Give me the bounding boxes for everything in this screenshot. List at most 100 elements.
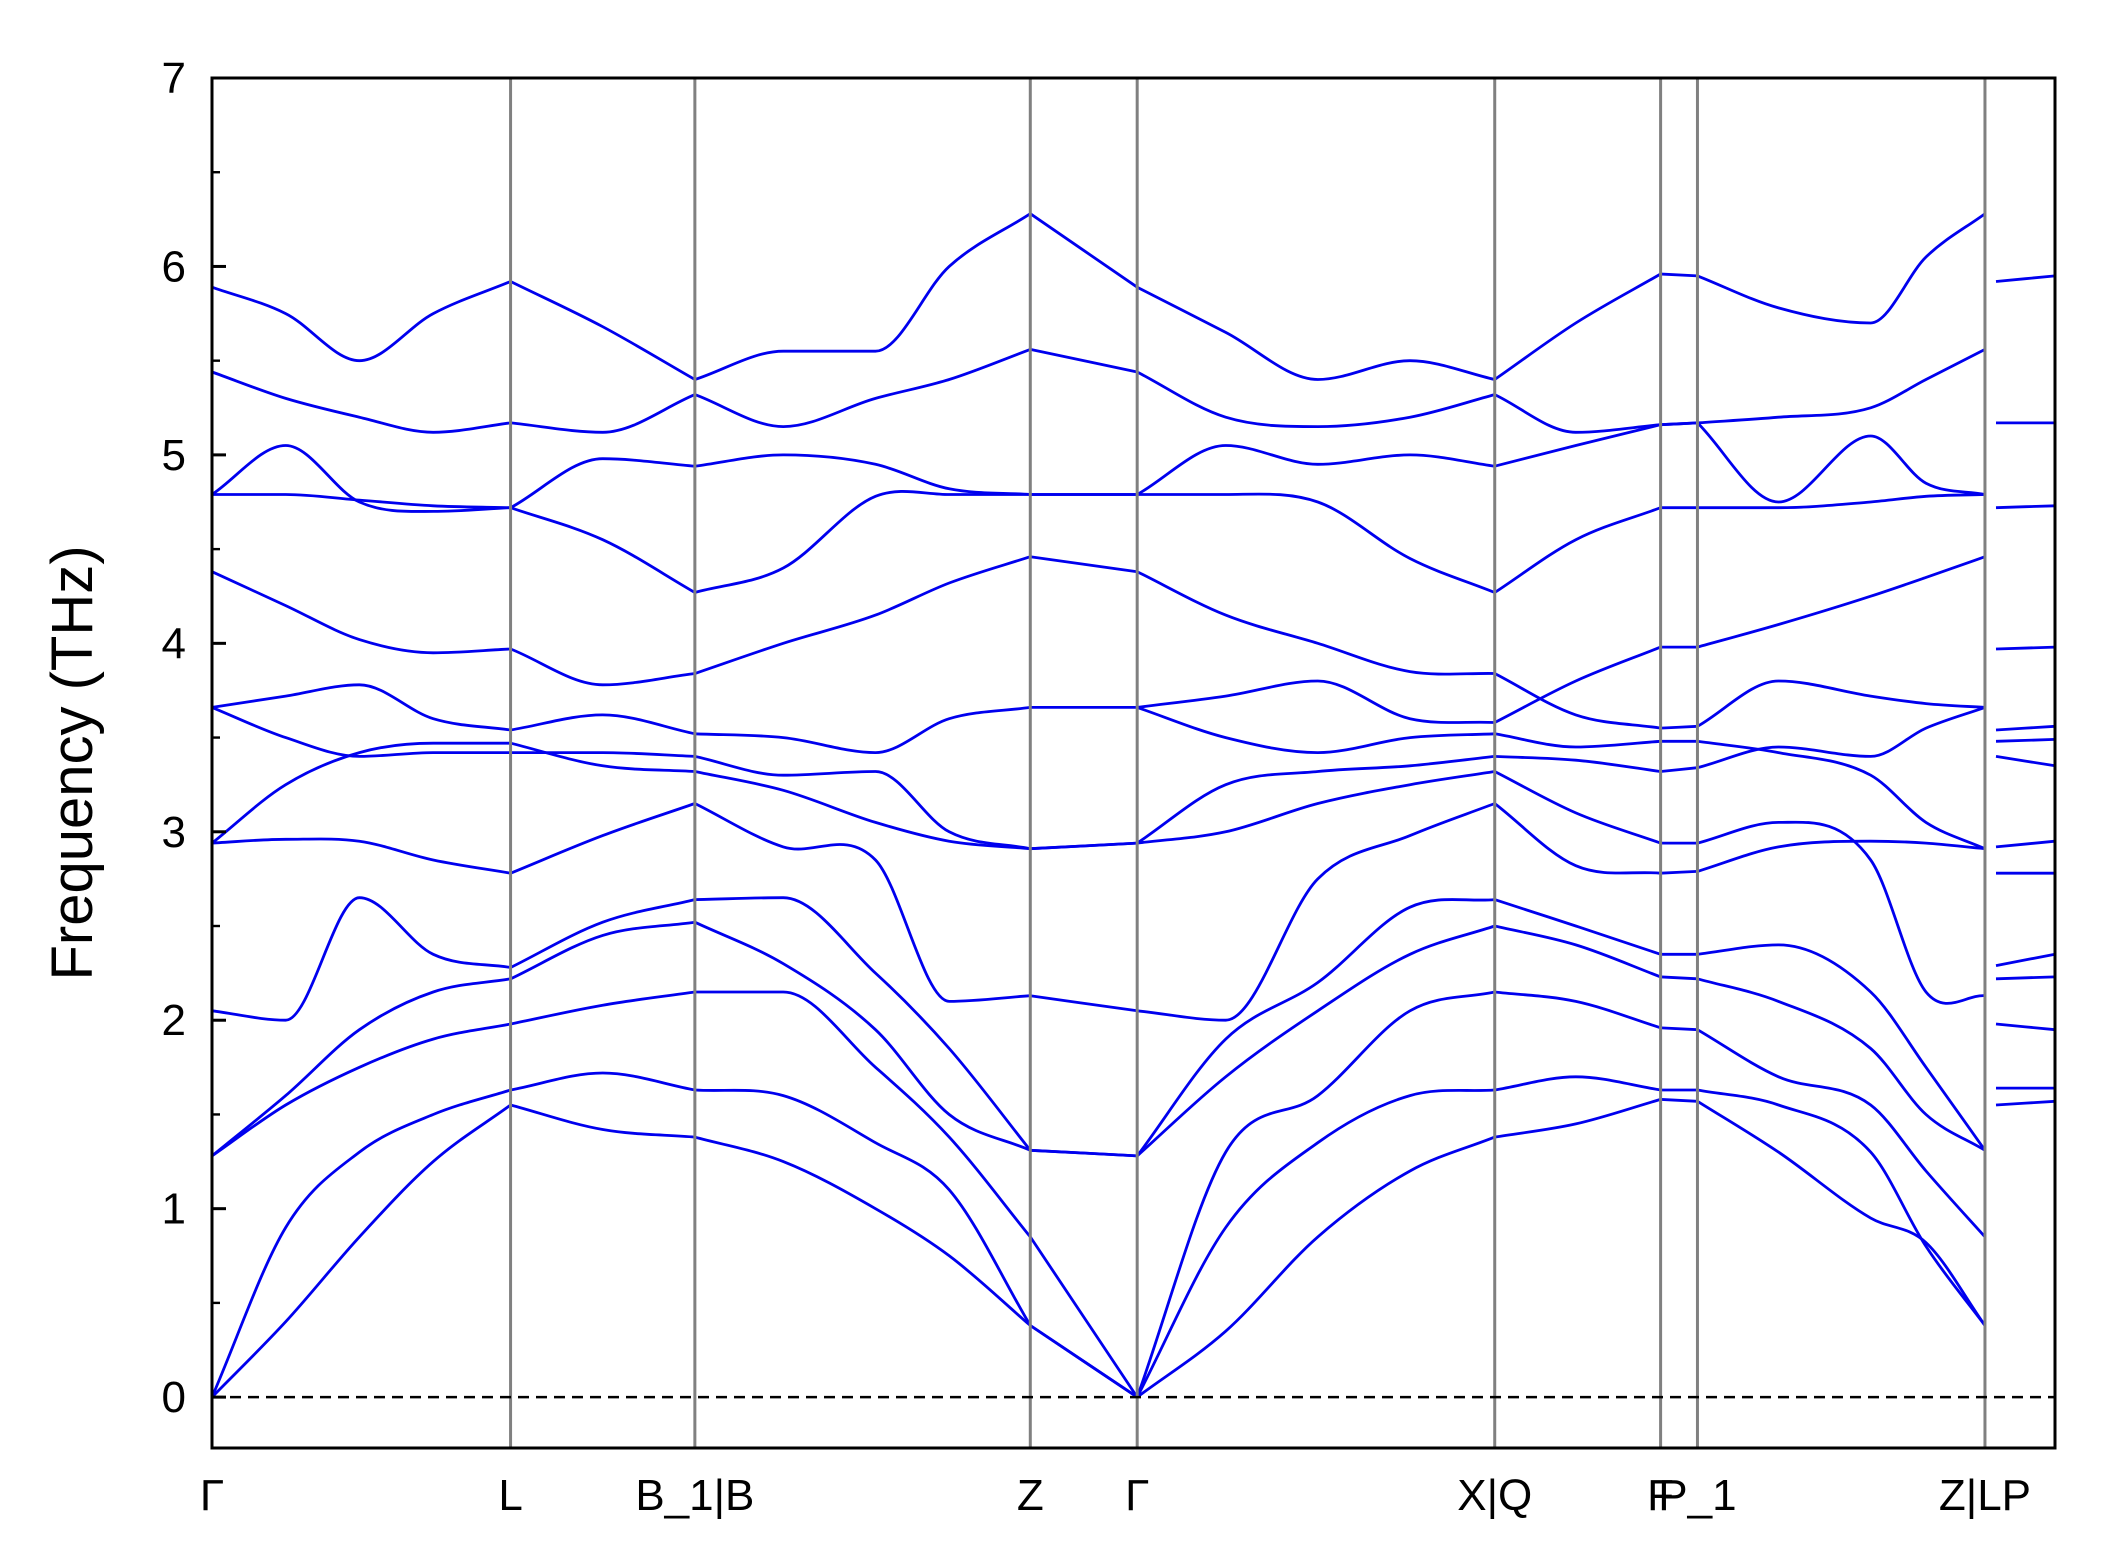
band-line [510,1103,696,1139]
kpoint-label: Z|LP [1939,1471,2031,1520]
band-line [1696,212,1986,325]
band-line [510,990,696,1026]
band-line [509,280,696,381]
band-line [510,713,696,736]
kpoint-label: B_1|B [635,1471,754,1520]
band-line [1995,645,2056,651]
band-line [1493,802,1661,875]
band-line [1030,1148,1138,1158]
band-line [212,493,511,510]
band-line [1697,943,1987,1152]
band-line [1995,1099,2056,1107]
band-line [211,570,511,655]
band-line [1136,706,1495,754]
band-line [211,977,511,1157]
band-line [1136,755,1495,845]
band-line [510,647,696,687]
band-line [1697,706,1986,770]
plot-frame [210,76,2057,1450]
band-line [1136,444,1495,496]
band-line [1995,274,2056,283]
band-line [1030,841,1138,851]
band-line [1136,370,1496,428]
band-line [1697,739,1986,850]
band-line [211,444,511,513]
band-line [1137,770,1495,845]
band-line [1494,924,1662,979]
kpoint-label: Γ [200,1471,224,1520]
band-line [1660,975,1698,981]
band-line [510,751,695,758]
band-line [694,555,1031,675]
band-line [1030,994,1138,1013]
kpoint-label: F [1647,1471,1674,1520]
band-line [1494,770,1662,845]
band-line [1696,421,1986,504]
band-line [211,1022,511,1158]
band-line [1137,679,1495,724]
band-line [1029,1324,1138,1399]
band-line [1494,672,1661,730]
band-line [694,453,1031,496]
band-line [1660,766,1698,773]
band-line [1494,732,1661,749]
y-tick-label: 7 [162,54,186,103]
band-line [1137,492,1496,594]
band-line [1494,898,1662,956]
band-line [694,348,1031,428]
x-axis-ticks: Γ L B_1|B Z Γ X|Q FP_1 Z|LP [200,1471,2031,1520]
band-line [510,741,695,773]
band-line [694,1135,1032,1327]
band-line [509,898,696,969]
y-axis-ticks: 0 1 2 3 4 5 6 7 [162,54,226,1422]
band-line [1494,755,1661,773]
band-line [1660,1098,1698,1103]
band-line [1995,755,2056,768]
band-line [211,706,511,758]
kpoint-label: Γ [1125,1471,1149,1520]
band-line [1030,348,1138,374]
band-line [1995,975,2056,981]
y-tick-label: 4 [162,619,186,668]
band-line [1493,272,1662,381]
band-line [1136,285,1496,381]
band-line [1995,738,2056,743]
kpoint-label: Z [1017,1471,1044,1520]
band-line [211,837,511,875]
band-line [509,457,696,509]
kpoint-label: P_1 [1658,1471,1736,1520]
band-line [694,490,1031,594]
band-line [211,1103,512,1399]
band-line [211,896,511,1022]
band-line [1696,1100,1987,1327]
y-tick-label: 6 [162,242,186,291]
band-line [1136,570,1495,676]
band-line [1995,724,2056,732]
band-line [1135,1088,1495,1398]
band-line [1697,1088,1987,1327]
band-line [510,920,696,981]
band-line [1136,898,1495,1157]
band-line [1137,802,1496,1022]
band-line [1995,1022,2056,1032]
band-line [1136,924,1496,1157]
band-line [1494,990,1662,1030]
band-line [510,393,696,434]
band-line [1697,493,1986,510]
band-line [694,770,1031,851]
band-line [694,706,1031,754]
band-line [211,683,511,732]
band-line [1136,1135,1496,1399]
band-line [694,1088,1032,1327]
band-line [1660,870,1698,875]
band-line [1494,645,1662,724]
band-line [1697,977,1986,1152]
band-line [1697,555,1986,649]
band-line [694,990,1032,1238]
band-line [1494,423,1661,468]
band-line [1697,839,1986,873]
band-line [1660,272,1698,278]
band-line [510,1071,696,1092]
band-line [1660,724,1698,730]
